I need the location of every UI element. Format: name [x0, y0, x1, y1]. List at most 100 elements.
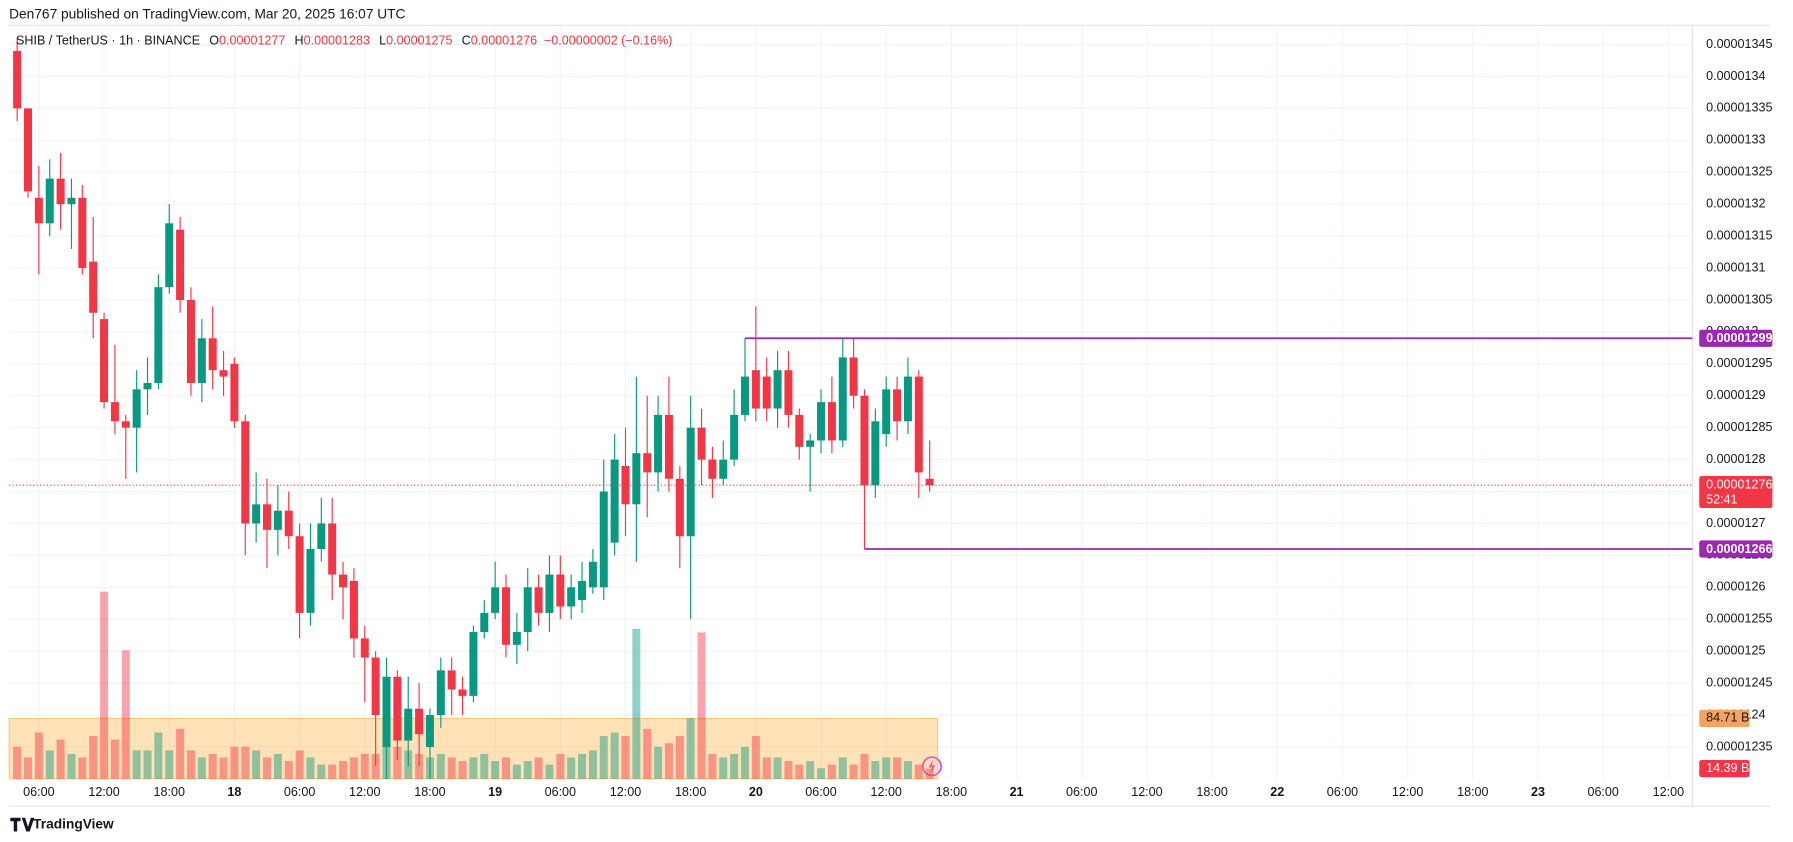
volume-bar [610, 732, 619, 779]
volume-bar [263, 757, 272, 779]
candle-body [654, 414, 663, 473]
candle-body [458, 689, 467, 696]
replay-icon [921, 756, 942, 777]
candle-body [186, 299, 195, 383]
volume-bar [447, 757, 456, 779]
ohlc-key: L [379, 34, 386, 48]
candle-body [469, 632, 478, 696]
legend: SHIB / TetherUS · 1h · BINANCE O0.0000127… [16, 34, 672, 48]
candle-body [664, 414, 673, 479]
volume-bar [719, 757, 728, 779]
volume-bar [925, 768, 934, 779]
candle-body [425, 715, 434, 747]
candle-body [578, 580, 587, 601]
volume-bar [491, 761, 500, 779]
y-tick-label: 0.00001335 [1706, 101, 1772, 115]
candle-body [491, 587, 500, 613]
x-tick-label: 06:00 [1587, 785, 1618, 799]
x-tick-label: 12:00 [88, 785, 119, 799]
volume-bar [306, 757, 315, 779]
candle-body [762, 376, 771, 409]
volume-bar [512, 764, 521, 779]
candle-body [404, 708, 413, 741]
x-tick-label: 06:00 [284, 785, 315, 799]
candle-body [263, 504, 272, 530]
candle-body [523, 587, 532, 633]
y-tick-label: 0.0000126 [1706, 580, 1765, 594]
candle-body [284, 510, 293, 537]
candle-body [675, 478, 684, 537]
x-tick-label: 06:00 [545, 785, 576, 799]
volume-bar [480, 753, 489, 779]
x-tick-label: 21 [1010, 785, 1024, 799]
volume-bar [45, 750, 54, 779]
symbol: SHIB / TetherUS · 1h · BINANCE [16, 34, 200, 48]
volume-bar [436, 753, 445, 779]
level-label: 0.00001266 [1706, 542, 1772, 556]
candle-body [556, 574, 565, 607]
candle-body [415, 708, 424, 735]
volume-bar [762, 757, 771, 779]
volume-bar [838, 757, 847, 779]
volume-bar [501, 757, 510, 779]
publisher: Den767 published on TradingView.com, Mar… [9, 7, 405, 22]
volume-bar [588, 750, 597, 779]
volume-bar [360, 753, 369, 779]
volume-bar [914, 764, 923, 779]
x-tick-label: 12:00 [1653, 785, 1684, 799]
candle-body [795, 414, 804, 447]
candle-body [273, 510, 282, 530]
candle-body [371, 657, 380, 716]
candle-body [295, 536, 304, 613]
candle-body [567, 587, 576, 607]
candle-body [24, 108, 33, 192]
candle-body [34, 197, 43, 224]
volume-bar [567, 757, 576, 779]
volume-bar [197, 757, 206, 779]
candle-body [480, 612, 489, 633]
y-tick-label: 0.0000125 [1706, 644, 1765, 658]
volume-bar [827, 764, 836, 779]
volume-bar [740, 746, 749, 779]
y-tick-label: 0.0000129 [1706, 388, 1765, 402]
volume-bar [871, 761, 880, 779]
candle-body [393, 676, 402, 741]
y-tick-label: 0.00001325 [1706, 165, 1772, 179]
ohlc-value: 0.00001277 [219, 34, 285, 48]
volume-bar [89, 736, 98, 779]
volume-bar [56, 739, 65, 779]
candle-body [143, 382, 152, 390]
candle-body [740, 376, 749, 415]
candle-body [860, 395, 869, 486]
candle-body [165, 223, 174, 288]
x-tick-label: 18 [227, 785, 241, 799]
volume-bar [469, 757, 478, 779]
last-volume-box [1699, 760, 1750, 778]
candle-body [154, 287, 163, 383]
y-tick-label: 0.0000134 [1706, 69, 1765, 83]
x-tick-label: 06:00 [1327, 785, 1358, 799]
candle-body [686, 427, 695, 537]
candle-body [176, 229, 185, 300]
volume-bar [664, 743, 673, 779]
candle-body [849, 357, 858, 396]
ohlc-key: H [295, 34, 304, 48]
y-tick-label: 0.00001345 [1706, 37, 1772, 51]
ohlc-key: O [209, 34, 219, 48]
volume-bar [632, 628, 641, 779]
candle-body [643, 453, 652, 473]
volume-bar [13, 746, 22, 779]
level-label-box [1699, 329, 1773, 347]
candle-body [610, 459, 619, 543]
candle-body [903, 376, 912, 422]
candle-body [719, 459, 728, 479]
candle-body [100, 319, 109, 403]
x-tick-label: 19 [488, 785, 502, 799]
candle-body [512, 632, 521, 645]
level-label-box [1699, 540, 1773, 558]
volume-bar [751, 736, 760, 779]
x-tick-label: 20 [749, 785, 763, 799]
candle-body [219, 370, 228, 377]
candle-body [697, 427, 706, 460]
x-tick-label: 12:00 [1131, 785, 1162, 799]
